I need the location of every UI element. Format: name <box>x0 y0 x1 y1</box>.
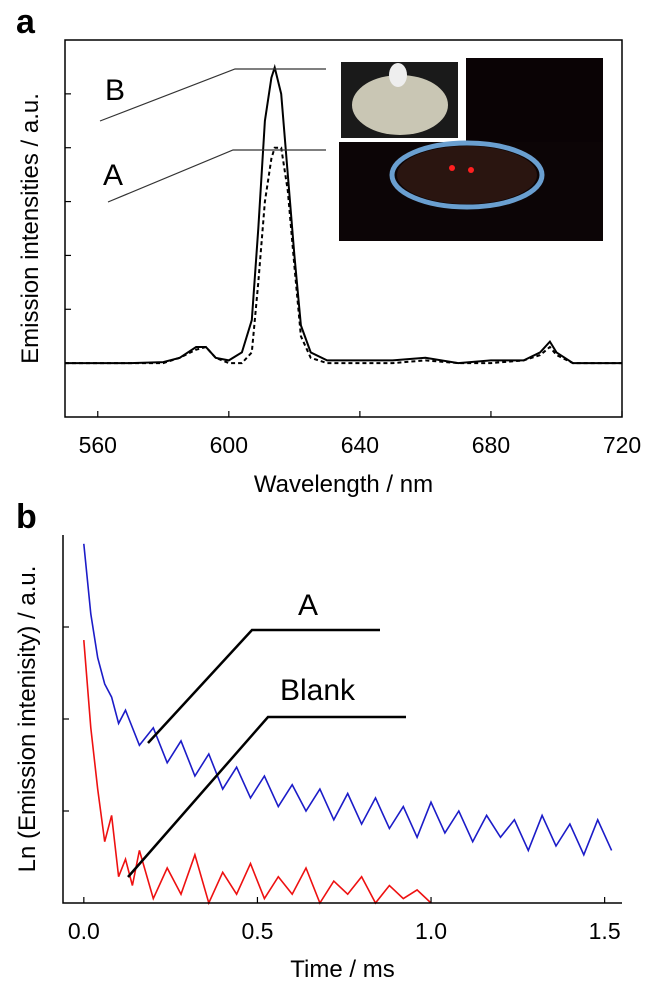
series-line <box>65 63 622 365</box>
y-axis-title: Ln (Emission intenisity) / a.u. <box>14 566 41 873</box>
axis-frame <box>62 535 622 904</box>
x-tick-label: 720 <box>603 432 641 458</box>
red-spot <box>449 165 455 171</box>
annotation: A <box>103 159 123 192</box>
vial <box>352 75 448 135</box>
plot: 560 600 640 680 720 Wavelength / nm Emission i… <box>17 39 641 498</box>
x-tick-label: 1.0 <box>415 918 447 944</box>
annotation: A <box>298 589 318 622</box>
y-axis-title: Emission intensities / a.u. <box>17 93 44 364</box>
inset-photos <box>339 58 603 241</box>
highlight-ellipse <box>389 140 545 210</box>
series-line <box>83 543 613 857</box>
x-tick-label: 560 <box>79 432 117 458</box>
x-axis-title: Wavelength / nm <box>254 471 433 498</box>
x-tick-label: 600 <box>210 432 248 458</box>
series-line <box>65 146 622 365</box>
vial-reflection <box>389 63 407 87</box>
annotation: Blank <box>280 674 356 707</box>
leader-line <box>99 68 326 122</box>
panel-label: b <box>16 498 37 536</box>
x-axis-title: Time / ms <box>290 956 394 983</box>
x-tick-label: 680 <box>472 432 510 458</box>
photo-dark <box>466 58 603 142</box>
x-tick-label: 0.0 <box>68 918 100 944</box>
x-tick-label: 1.5 <box>589 918 621 944</box>
series-line <box>83 640 432 906</box>
panel-label: a <box>16 3 36 41</box>
red-spot <box>468 167 474 173</box>
annotation: B <box>105 74 125 107</box>
leader-line <box>107 149 326 203</box>
plot: 0.0 0.5 1.0 1.5 Time / ms Ln (Emission inteni… <box>14 535 622 983</box>
vial-dark <box>397 146 537 204</box>
leader-lines <box>127 628 406 878</box>
leader-lines <box>99 68 326 203</box>
leader-line <box>127 715 406 878</box>
x-tick-label: 640 <box>341 432 379 458</box>
leader-line <box>147 628 380 744</box>
x-tick-label: 0.5 <box>241 918 273 944</box>
